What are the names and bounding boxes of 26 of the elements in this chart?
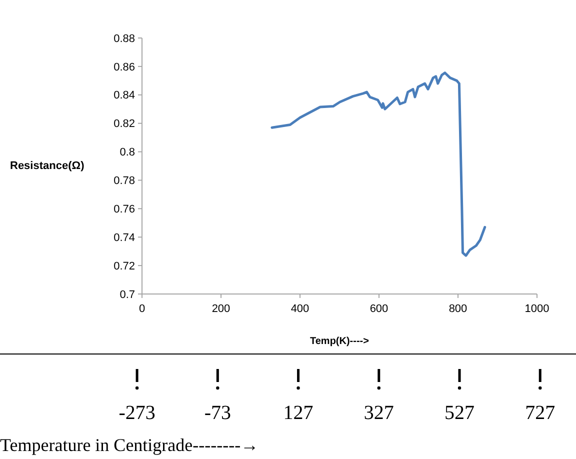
- x2-tick-label: -73: [204, 402, 231, 424]
- y-tick-label: 0.86: [114, 61, 135, 74]
- y-tick-label: 0.74: [114, 232, 135, 244]
- x2-tick-label: 327: [364, 402, 394, 424]
- y-tick-label: 0.76: [114, 204, 135, 216]
- x-axis-title: Temp(K)---->: [310, 336, 370, 347]
- x2-tick-label: 527: [444, 402, 475, 424]
- y-tick-label: 0.88: [114, 32, 135, 45]
- x2-tick-label: -273: [118, 402, 156, 424]
- x-tick-label: 400: [290, 303, 310, 315]
- x2-tick-label: 127: [283, 402, 314, 424]
- y-tick-label: 0.72: [114, 260, 135, 272]
- y-tick-label: 0.8: [120, 146, 135, 159]
- x2-tick-label: 727: [525, 402, 556, 424]
- y-tick-label: 0.84: [114, 90, 135, 102]
- line-series: [270, 72, 486, 257]
- x-tick-label: 0: [138, 303, 146, 315]
- x-tick-label: 800: [448, 303, 468, 315]
- y-tick-label: 0.7: [120, 288, 135, 301]
- y-tick-label: 0.82: [114, 118, 135, 130]
- x-tick-label: 200: [212, 303, 230, 315]
- y-axis-title: Resistance(Ω): [10, 160, 85, 172]
- y-tick-label: 0.78: [114, 175, 135, 188]
- x-tick-label: 600: [370, 303, 388, 315]
- x-tick-label: 1000: [524, 303, 550, 315]
- x2-axis-title: Temperature in Centigrade--------→: [0, 435, 259, 455]
